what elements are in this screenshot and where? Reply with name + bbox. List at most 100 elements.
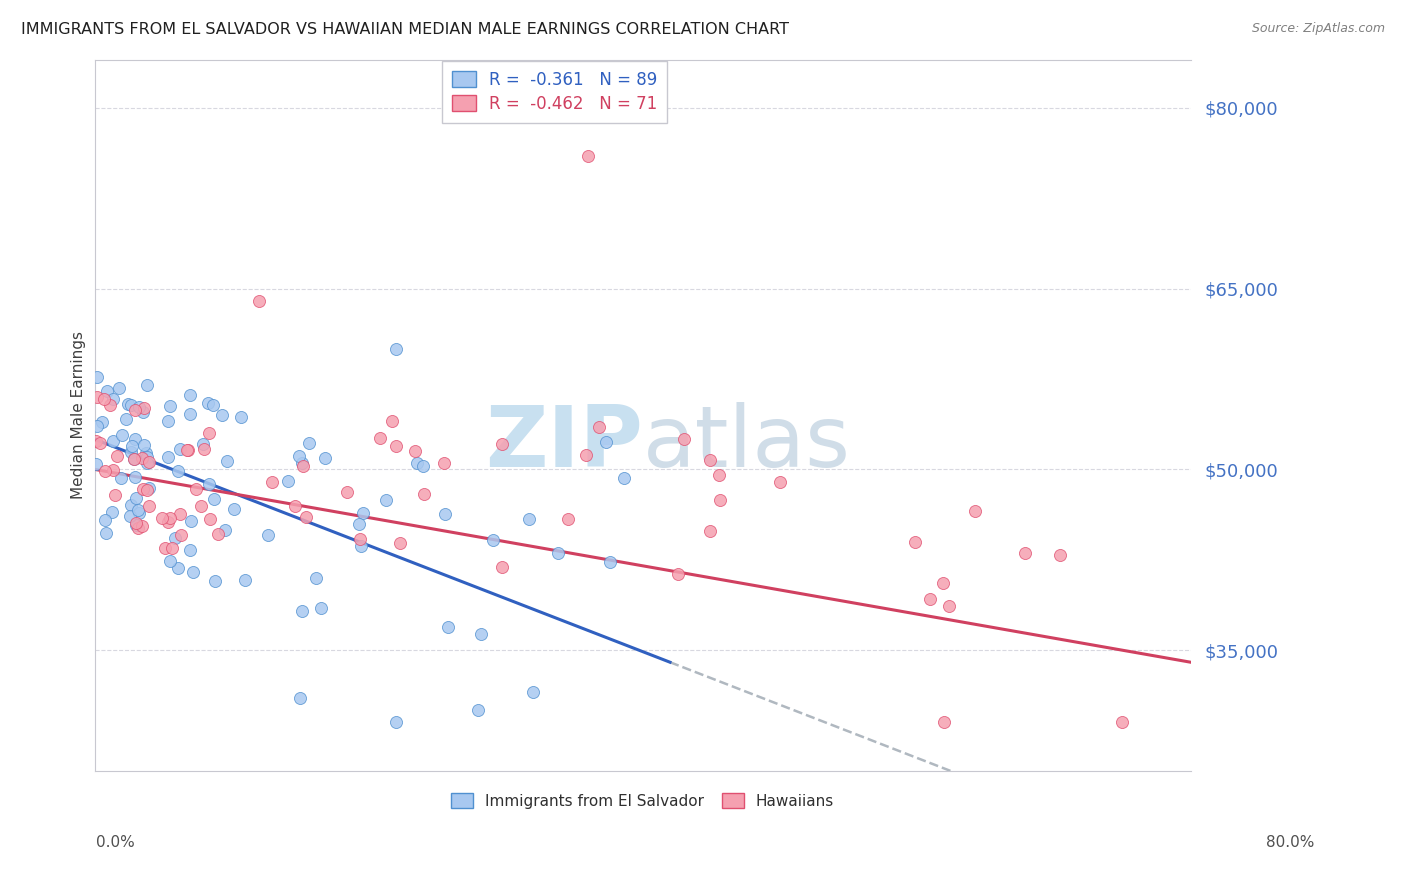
Point [207, 526, 229, 541]
Point [177, 442, 200, 457]
Point [169, 507, 191, 521]
Point [184, 482, 207, 496]
Point [904, 535, 927, 549]
Point [131, 405, 153, 419]
Text: ZIP: ZIP [485, 402, 643, 485]
Point [98, 398, 121, 412]
Point [404, 443, 426, 458]
Text: IMMIGRANTS FROM EL SALVADOR VS HAWAIIAN MEDIAN MALE EARNINGS CORRELATION CHART: IMMIGRANTS FROM EL SALVADOR VS HAWAIIAN … [21, 22, 789, 37]
Point [491, 437, 513, 451]
Point [412, 487, 434, 501]
Point [467, 703, 489, 717]
Point [963, 503, 986, 517]
Point [491, 560, 513, 574]
Point [136, 456, 159, 470]
Point [94, 465, 117, 479]
Point [211, 409, 233, 423]
Point [557, 512, 579, 526]
Point [96, 384, 118, 398]
Point [190, 499, 212, 513]
Point [385, 342, 408, 356]
Point [104, 487, 127, 501]
Point [217, 454, 239, 468]
Point [193, 442, 215, 456]
Point [128, 400, 150, 414]
Point [111, 427, 134, 442]
Point [89, 435, 111, 450]
Point [613, 471, 636, 485]
Point [352, 506, 374, 520]
Text: Source: ZipAtlas.com: Source: ZipAtlas.com [1251, 22, 1385, 36]
Point [127, 521, 149, 535]
Point [179, 388, 201, 402]
Point [295, 509, 318, 524]
Point [595, 435, 617, 450]
Point [138, 499, 160, 513]
Point [291, 604, 314, 618]
Point [156, 515, 179, 529]
Point [138, 482, 160, 496]
Point [131, 519, 153, 533]
Point [86, 370, 108, 384]
Point [134, 438, 156, 452]
Point [120, 509, 142, 524]
Point [117, 396, 139, 410]
Text: 0.0%: 0.0% [96, 836, 135, 850]
Point [136, 483, 159, 498]
Point [135, 446, 157, 460]
Text: atlas: atlas [643, 402, 851, 485]
Point [94, 525, 117, 540]
Point [309, 600, 332, 615]
Point [197, 396, 219, 410]
Point [349, 539, 371, 553]
Point [247, 293, 270, 308]
Point [125, 516, 148, 531]
Point [198, 425, 221, 440]
Point [165, 531, 187, 545]
Point [931, 576, 953, 591]
Point [179, 408, 201, 422]
Point [198, 512, 221, 526]
Point [709, 493, 731, 508]
Point [101, 505, 124, 519]
Point [128, 507, 150, 521]
Point [84, 434, 107, 448]
Point [191, 437, 214, 451]
Point [412, 459, 434, 474]
Point [122, 452, 145, 467]
Point [94, 513, 117, 527]
Point [385, 715, 408, 730]
Point [180, 514, 202, 528]
Point [93, 392, 115, 407]
Point [176, 443, 198, 458]
Point [349, 532, 371, 546]
Point [298, 435, 321, 450]
Point [124, 470, 146, 484]
Point [86, 457, 108, 471]
Point [769, 475, 792, 489]
Point [381, 414, 404, 428]
Point [388, 536, 411, 550]
Point [167, 464, 190, 478]
Point [197, 477, 219, 491]
Point [517, 512, 540, 526]
Point [433, 456, 456, 470]
Point [336, 485, 359, 500]
Point [599, 555, 621, 569]
Point [125, 491, 148, 505]
Point [204, 574, 226, 589]
Point [470, 626, 492, 640]
Point [699, 524, 721, 539]
Point [159, 553, 181, 567]
Point [699, 453, 721, 467]
Point [932, 715, 955, 730]
Point [159, 510, 181, 524]
Point [1049, 548, 1071, 562]
Point [406, 456, 429, 470]
Point [291, 456, 314, 470]
Point [115, 412, 138, 426]
Point [101, 434, 124, 448]
Legend: Immigrants from El Salvador, Hawaiians: Immigrants from El Salvador, Hawaiians [443, 786, 842, 816]
Point [179, 542, 201, 557]
Point [256, 528, 278, 542]
